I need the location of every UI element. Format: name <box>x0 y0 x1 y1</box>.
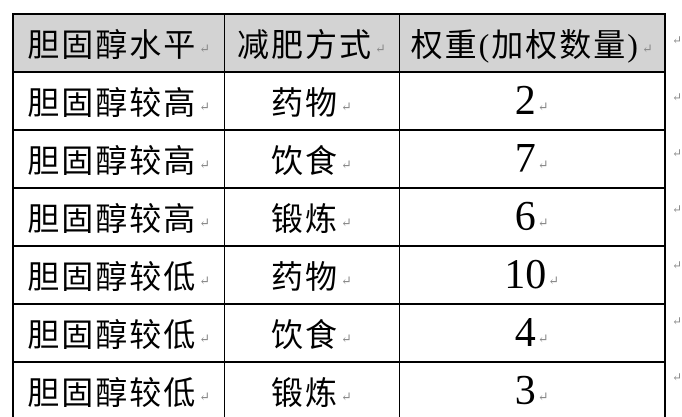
paragraph-mark-icon: ↵ <box>199 99 211 114</box>
cell-text: 饮食 <box>271 317 340 353</box>
paragraph-mark-icon: ↵ <box>375 41 386 56</box>
cell-value: 2 <box>514 78 536 124</box>
end-of-row-mark-icon: ↵ <box>672 314 682 328</box>
cell-weight[interactable]: 7 ↵ <box>398 129 666 189</box>
end-of-row-mark-icon: ↵ <box>672 90 682 104</box>
cell-method[interactable]: 锻炼 ↵ <box>223 187 400 247</box>
end-of-row-mark-icon: ↵ <box>672 370 682 384</box>
cell-weight[interactable]: 3 ↵ <box>398 361 666 417</box>
cell-value: 6 <box>514 194 536 240</box>
cell-value: 4 <box>514 310 536 356</box>
paragraph-mark-icon: ↵ <box>199 273 211 288</box>
cell-text: 胆固醇较高 <box>27 85 198 121</box>
cell-method[interactable]: 药物 ↵ <box>223 71 400 131</box>
cell-text: 胆固醇较低 <box>27 259 198 295</box>
table-row: 胆固醇较高 ↵ 饮食 ↵ 7 ↵ <box>12 129 666 189</box>
paragraph-mark-icon: ↵ <box>537 99 549 114</box>
paragraph-mark-icon: ↵ <box>537 331 549 346</box>
table-row: 胆固醇较高 ↵ 锻炼 ↵ 6 ↵ <box>12 187 666 247</box>
header-cell-cholesterol-level[interactable]: 胆固醇水平 ↵ <box>12 13 225 73</box>
end-of-row-mark-icon: ↵ <box>672 33 682 47</box>
cell-weight[interactable]: 10 ↵ <box>398 245 666 305</box>
table-row: 胆固醇较低 ↵ 锻炼 ↵ 3 ↵ <box>12 361 666 417</box>
paragraph-mark-icon: ↵ <box>641 41 653 56</box>
paragraph-mark-icon: ↵ <box>199 389 211 404</box>
header-cell-weight[interactable]: 权重(加权数量) ↵ <box>398 13 666 73</box>
cell-text: 饮食 <box>271 143 340 179</box>
table-row: 胆固醇较低 ↵ 药物 ↵ 10 ↵ <box>12 245 666 305</box>
weight-table: 胆固醇水平 ↵ 减肥方式 ↵ 权重(加权数量) ↵ 胆固醇较高 ↵ 药物 ↵ 2 ↵ 胆固醇… <box>12 13 666 417</box>
cell-value: 10 <box>504 252 547 298</box>
paragraph-mark-icon: ↵ <box>341 389 352 404</box>
table-header-row: 胆固醇水平 ↵ 减肥方式 ↵ 权重(加权数量) ↵ <box>12 13 666 73</box>
cell-weight[interactable]: 4 ↵ <box>398 303 666 363</box>
cell-value: 7 <box>514 136 536 182</box>
paragraph-mark-icon: ↵ <box>341 273 352 288</box>
end-of-row-mark-icon: ↵ <box>672 202 682 216</box>
header-label: 权重(加权数量) <box>410 27 640 63</box>
paragraph-mark-icon: ↵ <box>199 41 211 56</box>
cell-method[interactable]: 药物 ↵ <box>223 245 400 305</box>
table-row: 胆固醇较高 ↵ 药物 ↵ 2 ↵ <box>12 71 666 131</box>
paragraph-mark-icon: ↵ <box>537 215 549 230</box>
cell-cholesterol-level[interactable]: 胆固醇较低 ↵ <box>12 303 225 363</box>
paragraph-mark-icon: ↵ <box>537 389 549 404</box>
paragraph-mark-icon: ↵ <box>341 215 352 230</box>
cell-text: 锻炼 <box>271 201 340 237</box>
paragraph-mark-icon: ↵ <box>199 215 211 230</box>
paragraph-mark-icon: ↵ <box>341 99 352 114</box>
header-cell-method[interactable]: 减肥方式 ↵ <box>223 13 400 73</box>
cell-text: 药物 <box>271 259 340 295</box>
cell-weight[interactable]: 2 ↵ <box>398 71 666 131</box>
paragraph-mark-icon: ↵ <box>199 157 211 172</box>
cell-cholesterol-level[interactable]: 胆固醇较高 ↵ <box>12 187 225 247</box>
paragraph-mark-icon: ↵ <box>199 331 211 346</box>
header-label: 减肥方式 <box>237 27 374 63</box>
header-label: 胆固醇水平 <box>27 27 198 63</box>
cell-text: 药物 <box>271 85 340 121</box>
cell-method[interactable]: 锻炼 ↵ <box>223 361 400 417</box>
paragraph-mark-icon: ↵ <box>341 157 352 172</box>
cell-text: 胆固醇较低 <box>27 375 198 411</box>
cell-cholesterol-level[interactable]: 胆固醇较高 ↵ <box>12 71 225 131</box>
cell-weight[interactable]: 6 ↵ <box>398 187 666 247</box>
cell-text: 锻炼 <box>271 375 340 411</box>
cell-text: 胆固醇较低 <box>27 317 198 353</box>
paragraph-mark-icon: ↵ <box>341 331 352 346</box>
cell-method[interactable]: 饮食 ↵ <box>223 303 400 363</box>
paragraph-mark-icon: ↵ <box>537 157 549 172</box>
cell-value: 3 <box>514 368 536 414</box>
paragraph-mark-icon: ↵ <box>548 273 560 288</box>
cell-cholesterol-level[interactable]: 胆固醇较低 ↵ <box>12 361 225 417</box>
table-row: 胆固醇较低 ↵ 饮食 ↵ 4 ↵ <box>12 303 666 363</box>
end-of-row-mark-icon: ↵ <box>672 146 682 160</box>
cell-cholesterol-level[interactable]: 胆固醇较高 ↵ <box>12 129 225 189</box>
cell-text: 胆固醇较高 <box>27 143 198 179</box>
cell-method[interactable]: 饮食 ↵ <box>223 129 400 189</box>
cell-cholesterol-level[interactable]: 胆固醇较低 ↵ <box>12 245 225 305</box>
cell-text: 胆固醇较高 <box>27 201 198 237</box>
end-of-row-mark-icon: ↵ <box>672 258 682 272</box>
